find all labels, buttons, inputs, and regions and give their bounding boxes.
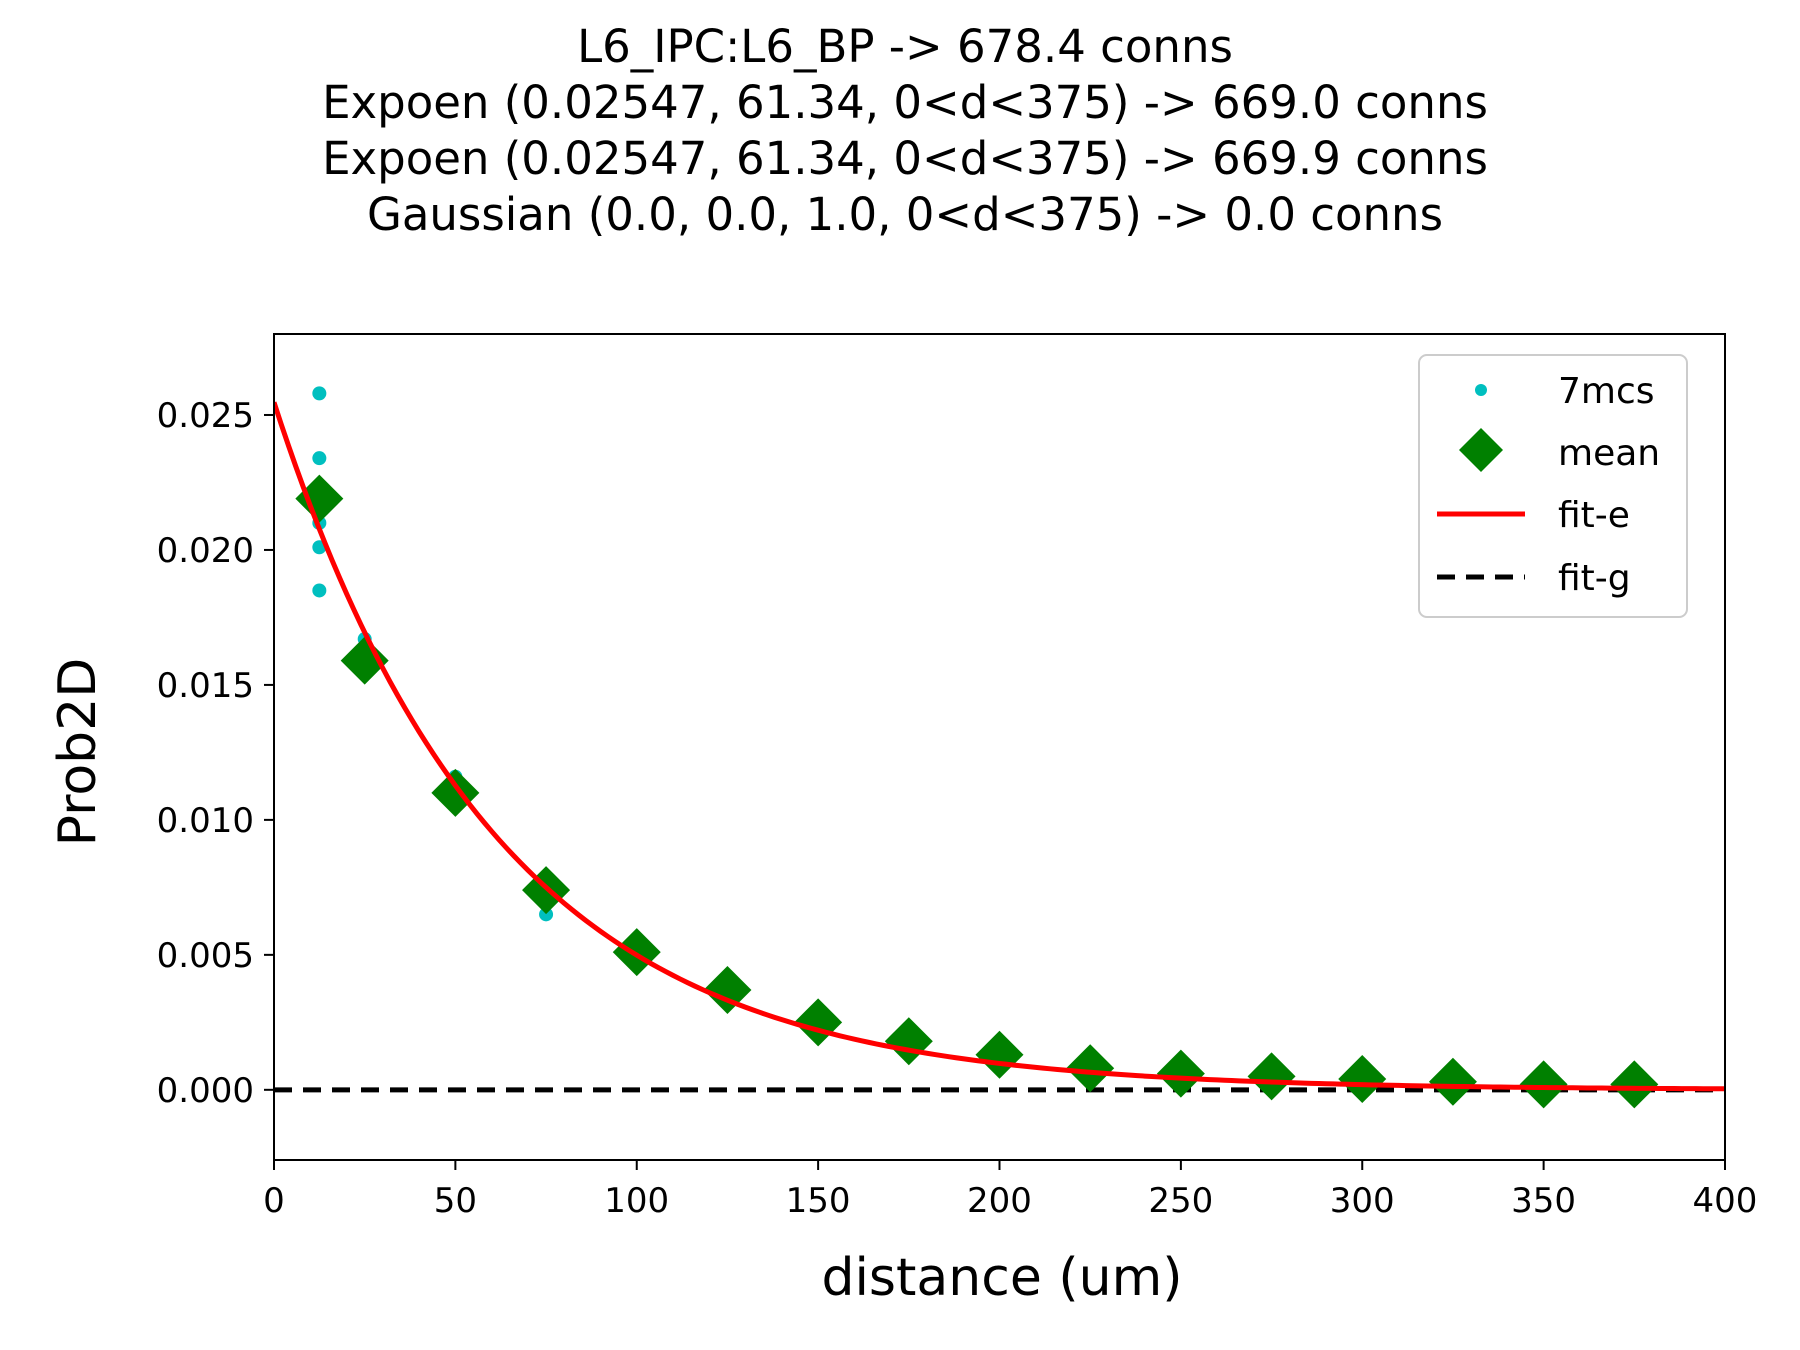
mean-point — [884, 1017, 933, 1066]
legend-label-fit-e: fit-e — [1558, 495, 1630, 536]
y-tick-label: 0.020 — [157, 531, 254, 571]
mean-point — [1519, 1060, 1568, 1109]
mean-point — [295, 474, 344, 523]
y-tick-label: 0.005 — [157, 936, 254, 976]
legend: 7mcs mean fit-e fit-g — [1418, 354, 1688, 618]
x-tick-label: 400 — [1693, 1181, 1758, 1221]
y-axis-label: Prob2D — [48, 658, 108, 847]
x-tick-label: 0 — [263, 1181, 285, 1221]
chart-title-line-3: Expoen (0.02547, 61.34, 0<d<375) -> 669.… — [322, 132, 1488, 185]
x-axis-label: distance (um) — [821, 1248, 1182, 1308]
x-axis-ticks: 0 50 100 150 200 250 300 350 400 — [263, 1160, 1757, 1221]
y-tick-label: 0.015 — [157, 666, 254, 706]
mean-point — [1156, 1049, 1205, 1098]
x-tick-label: 100 — [604, 1181, 669, 1221]
x-tick-label: 250 — [1148, 1181, 1213, 1221]
chart-title-line-2: Expoen (0.02547, 61.34, 0<d<375) -> 669.… — [322, 76, 1488, 129]
mean-point — [1428, 1057, 1477, 1106]
x-tick-label: 300 — [1330, 1181, 1395, 1221]
y-axis-ticks: 0.000 0.005 0.010 0.015 0.020 0.025 — [157, 396, 274, 1111]
7mcs-point — [312, 583, 327, 598]
x-tick-label: 50 — [434, 1181, 477, 1221]
mean-point — [703, 965, 752, 1014]
mean-point — [975, 1030, 1024, 1079]
7mcs-point — [539, 907, 554, 922]
mean-point — [1610, 1060, 1659, 1109]
y-tick-label: 0.025 — [157, 396, 254, 436]
mean-point — [1247, 1052, 1296, 1101]
y-tick-label: 0.010 — [157, 801, 254, 841]
legend-marker-mean — [1459, 428, 1503, 472]
plot-data-layer — [274, 386, 1725, 1109]
7mcs-point — [312, 386, 327, 401]
mean-point — [1066, 1044, 1115, 1093]
mean-point — [794, 998, 843, 1047]
mean-point — [612, 928, 661, 977]
legend-label-mean: mean — [1558, 433, 1660, 474]
chart-title-line-1: L6_IPC:L6_BP -> 678.4 conns — [577, 20, 1233, 73]
x-tick-label: 200 — [967, 1181, 1032, 1221]
mean-point — [340, 636, 389, 685]
legend-label-7mcs: 7mcs — [1558, 371, 1655, 412]
chart-title: L6_IPC:L6_BP -> 678.4 conns Expoen (0.02… — [322, 20, 1488, 241]
legend-box — [1418, 354, 1688, 618]
legend-label-fit-g: fit-g — [1558, 558, 1631, 599]
x-tick-label: 150 — [786, 1181, 851, 1221]
chart-title-line-4: Gaussian (0.0, 0.0, 1.0, 0<d<375) -> 0.0… — [367, 188, 1443, 241]
y-tick-label: 0.000 — [157, 1071, 254, 1111]
mean-point — [1338, 1055, 1387, 1104]
7mcs-point — [312, 451, 327, 466]
legend-marker-7mcs — [1475, 384, 1487, 396]
fit-e-line — [274, 401, 1725, 1092]
x-tick-label: 350 — [1511, 1181, 1576, 1221]
